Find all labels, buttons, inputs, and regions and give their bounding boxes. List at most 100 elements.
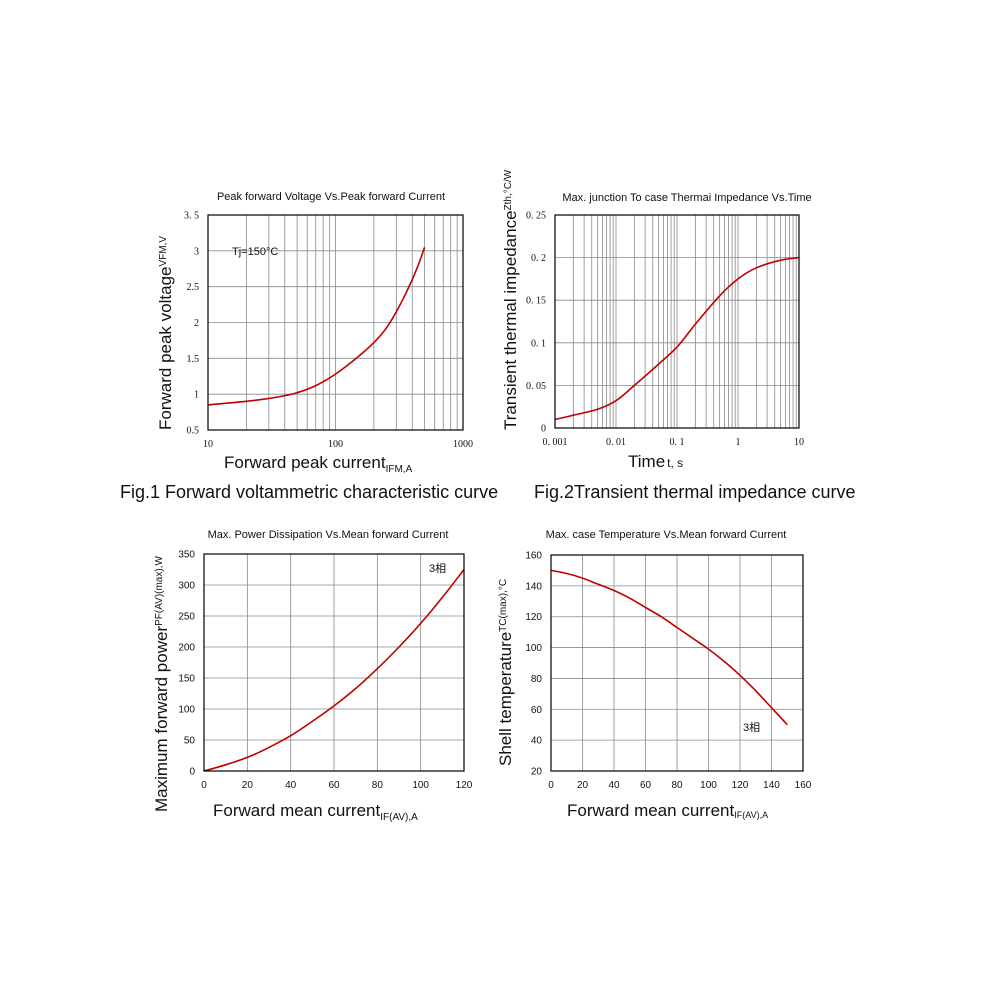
chart-3-y-label-main: Maximum forward power [152, 626, 171, 812]
chart-1-annotation: Tj=150°C [232, 246, 278, 258]
y-tick-label: 0.5 [187, 426, 200, 437]
chart-2-grid [554, 214, 799, 429]
chart-4-grid [550, 554, 804, 772]
y-tick-label: 0. 15 [526, 296, 546, 307]
x-tick-label: 40 [608, 780, 620, 791]
chart-4-x-label: Forward mean currentIF(AV),A [567, 801, 768, 820]
chart-2-x-label-main: Time [628, 452, 665, 471]
x-tick-label: 60 [640, 780, 652, 791]
y-tick-label: 100 [178, 705, 195, 716]
chart-2-x-ticks: 0. 001 0. 01 0. 1 1 10 [543, 437, 805, 448]
chart-1-y-ticks: 0.5 1 1.5 2 2.5 3 3. 5 [184, 211, 199, 437]
x-tick-label: 60 [328, 780, 340, 791]
chart-3-series-line [203, 569, 465, 772]
y-tick-label: 2.5 [187, 282, 200, 293]
chart-3-x-label-sub: IF(AV),A [380, 812, 418, 823]
chart-2-series-line [554, 256, 800, 421]
chart-thermal-impedance: Max. junction To case Thermai Impedance … [501, 169, 812, 471]
x-tick-label: 20 [577, 780, 589, 791]
x-tick-label: 0. 001 [543, 437, 568, 448]
y-tick-label: 1.5 [187, 354, 200, 365]
chart-1-x-label-main: Forward peak current [224, 453, 386, 472]
chart-1-frame [207, 214, 464, 431]
y-tick-label: 0 [189, 767, 195, 778]
figure-2-caption: Fig.2Transient thermal impedance curve [534, 482, 855, 502]
chart-2-x-label: Time t, s [628, 452, 683, 471]
x-tick-label: 160 [795, 780, 812, 791]
chart-4-frame [550, 554, 804, 772]
chart-3-x-label-main: Forward mean current [213, 801, 381, 820]
x-tick-label: 40 [285, 780, 297, 791]
x-tick-label: 120 [732, 780, 749, 791]
x-tick-label: 10 [794, 437, 804, 448]
chart-4-x-ticks: 0 20 40 60 80 100 120 140 160 [548, 780, 812, 791]
y-tick-label: 2 [194, 318, 199, 329]
x-tick-label: 0. 01 [606, 437, 626, 448]
chart-4-title: Max. case Temperature Vs.Mean forward Cu… [546, 529, 787, 541]
chart-case-temperature: Max. case Temperature Vs.Mean forward Cu… [496, 529, 812, 820]
chart-2-title: Max. junction To case Thermai Impedance … [562, 192, 811, 204]
chart-4-annotation: 3相 [743, 721, 760, 734]
x-tick-label: 100 [328, 439, 343, 450]
chart-3-y-ticks: 0 50 100 150 200 250 300 350 [178, 550, 195, 778]
chart-4-y-label-sub: TC(max),°C [498, 579, 509, 632]
y-tick-label: 1 [194, 390, 199, 401]
chart-3-x-ticks: 0 20 40 60 80 100 120 [201, 780, 473, 791]
chart-2-y-ticks: 0 0. 05 0. 1 0. 15 0. 2 0. 25 [526, 211, 546, 435]
y-tick-label: 300 [178, 581, 195, 592]
y-tick-label: 150 [178, 674, 195, 685]
chart-1-y-label: Forward peak voltageVFM,V [156, 236, 175, 430]
chart-2-y-label: Transient thermal impedanceZth,°C/W [501, 169, 520, 430]
x-tick-label: 100 [412, 780, 429, 791]
x-tick-label: 10 [203, 439, 213, 450]
x-tick-label: 120 [456, 780, 473, 791]
chart-1-x-label-sub: IFM,A [386, 464, 413, 475]
y-tick-label: 160 [525, 551, 542, 562]
chart-4-y-label: Shell temperatureTC(max),°C [496, 579, 515, 766]
chart-1-title: Peak forward Voltage Vs.Peak forward Cur… [217, 191, 445, 203]
chart-4-y-ticks: 20 40 60 80 100 120 140 160 [525, 551, 542, 778]
chart-1-series-line [207, 247, 426, 406]
chart-4-x-label-sub: IF(AV),A [734, 810, 768, 820]
chart-3-y-label: Maximum forward powerPF(AV)(max),W [152, 556, 171, 812]
chart-4-x-label-main: Forward mean current [567, 801, 735, 820]
x-tick-label: 1 [736, 437, 741, 448]
y-tick-label: 0 [541, 424, 546, 435]
chart-3-frame [203, 553, 465, 772]
x-tick-label: 140 [763, 780, 780, 791]
y-tick-label: 60 [531, 705, 543, 716]
x-tick-label: 0 [548, 780, 554, 791]
chart-2-x-label-sub: t, s [667, 456, 683, 470]
chart-3-title: Max. Power Dissipation Vs.Mean forward C… [208, 529, 449, 541]
chart-1-y-label-main: Forward peak voltage [156, 267, 175, 430]
y-tick-label: 0. 1 [531, 338, 546, 349]
y-tick-label: 200 [178, 643, 195, 654]
y-tick-label: 140 [525, 581, 542, 592]
y-tick-label: 20 [531, 767, 543, 778]
chart-2-y-label-main: Transient thermal impedance [501, 210, 520, 430]
x-tick-label: 80 [372, 780, 384, 791]
x-tick-label: 1000 [453, 439, 473, 450]
figure-1-caption: Fig.1 Forward voltammetric characteristi… [120, 482, 498, 502]
x-tick-label: 20 [242, 780, 254, 791]
chart-2-y-label-sub: Zth,°C/W [503, 169, 514, 210]
chart-1-x-ticks: 10 100 1000 [203, 439, 473, 450]
x-tick-label: 100 [700, 780, 717, 791]
chart-3-x-label: Forward mean currentIF(AV),A [213, 801, 418, 823]
y-tick-label: 120 [525, 612, 542, 623]
chart-1-y-label-sub: VFM,V [158, 236, 169, 267]
x-tick-label: 80 [671, 780, 683, 791]
y-tick-label: 250 [178, 612, 195, 623]
x-tick-label: 0. 1 [670, 437, 685, 448]
chart-1-x-label: Forward peak currentIFM,A [224, 453, 413, 475]
chart-2-frame [554, 214, 800, 429]
y-tick-label: 3. 5 [184, 211, 199, 222]
chart-3-grid [203, 553, 465, 772]
y-tick-label: 350 [178, 550, 195, 561]
chart-4-y-label-main: Shell temperature [496, 632, 515, 766]
y-tick-label: 0. 05 [526, 381, 546, 392]
chart-power-dissipation: Max. Power Dissipation Vs.Mean forward C… [152, 529, 473, 823]
chart-3-y-label-sub: PF(AV)(max),W [154, 556, 165, 626]
y-tick-label: 50 [184, 736, 196, 747]
y-tick-label: 3 [194, 246, 199, 257]
